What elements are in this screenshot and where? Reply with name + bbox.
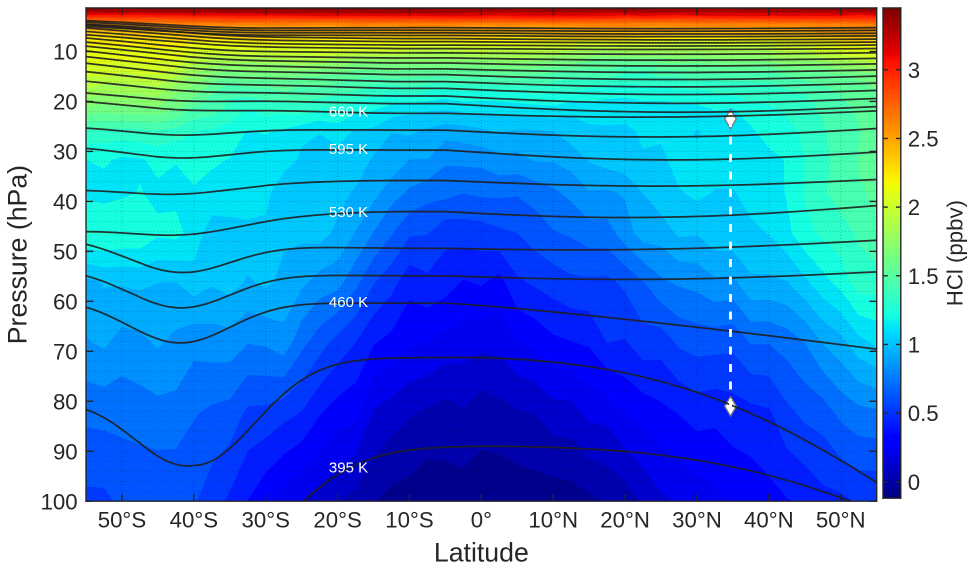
svg-text:30°S: 30°S [241,508,289,533]
svg-text:2: 2 [908,195,920,220]
svg-text:10: 10 [53,40,78,65]
svg-text:10°S: 10°S [385,508,433,533]
svg-text:Pressure (hPa): Pressure (hPa) [3,165,33,344]
svg-text:20: 20 [53,89,78,114]
svg-text:0°: 0° [471,508,492,533]
svg-text:595 K: 595 K [329,141,368,158]
svg-text:395 K: 395 K [329,459,368,476]
svg-text:0.5: 0.5 [908,401,939,426]
svg-text:0: 0 [908,470,920,495]
svg-text:50: 50 [53,239,78,264]
svg-text:60: 60 [53,289,78,314]
svg-text:460 K: 460 K [329,294,368,311]
svg-text:80: 80 [53,389,78,414]
svg-text:20°N: 20°N [600,508,650,533]
svg-text:1.5: 1.5 [908,264,939,289]
svg-text:70: 70 [53,339,78,364]
svg-text:50°N: 50°N [816,508,866,533]
svg-text:30: 30 [53,139,78,164]
svg-text:100: 100 [41,489,78,514]
svg-text:530 K: 530 K [329,204,368,221]
svg-text:3: 3 [908,58,920,83]
svg-text:HCl (ppbv): HCl (ppbv) [943,200,968,306]
svg-text:2.5: 2.5 [908,126,939,151]
svg-text:40: 40 [53,189,78,214]
svg-text:10°N: 10°N [528,508,578,533]
svg-text:30°N: 30°N [672,508,722,533]
svg-text:90: 90 [53,439,78,464]
svg-text:1: 1 [908,332,920,357]
svg-text:20°S: 20°S [313,508,361,533]
svg-text:40°N: 40°N [744,508,794,533]
svg-text:660 K: 660 K [329,103,368,120]
svg-text:50°S: 50°S [98,508,146,533]
svg-text:Latitude: Latitude [434,537,529,567]
svg-text:40°S: 40°S [170,508,218,533]
